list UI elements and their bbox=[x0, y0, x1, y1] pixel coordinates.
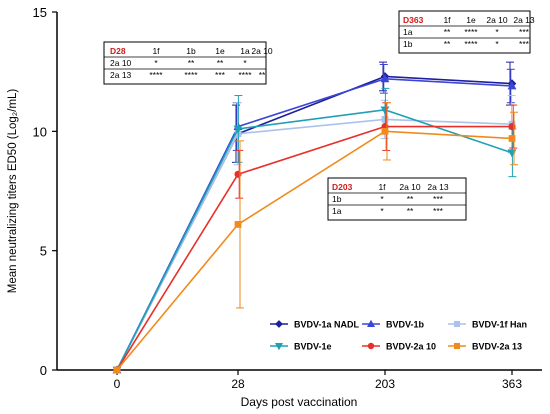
legend-swatch-marker bbox=[453, 320, 461, 328]
series-line bbox=[116, 130, 513, 371]
y-tick-label: 0 bbox=[40, 363, 47, 378]
legend-box bbox=[262, 306, 546, 360]
table-row-label: 1b bbox=[332, 194, 342, 204]
table-row-label: 1a bbox=[332, 206, 342, 216]
table-cell: **** bbox=[149, 70, 163, 80]
table-box bbox=[327, 177, 467, 221]
data-point bbox=[234, 221, 242, 228]
y-tick-label: 5 bbox=[40, 244, 47, 259]
table-header-cell: 1f bbox=[443, 15, 451, 25]
x-axis-group: Days post vaccination bbox=[57, 369, 542, 409]
series-layer bbox=[112, 61, 518, 375]
data-point bbox=[233, 125, 243, 134]
table-cell: ** bbox=[217, 58, 224, 68]
data-point bbox=[507, 81, 517, 90]
table-cell: **** bbox=[464, 39, 478, 49]
table-row-label: 1b bbox=[403, 39, 413, 49]
x-tick-label: 0 bbox=[114, 377, 121, 391]
legend-item: BVDV-2a 13 bbox=[448, 342, 522, 352]
data-point bbox=[113, 366, 121, 374]
y-axis-group: Mean neutralizing titers ED50 (Log₂/mL) bbox=[7, 12, 58, 370]
table-cell: * bbox=[495, 39, 499, 49]
table-id: D363 bbox=[403, 15, 424, 25]
data-point bbox=[380, 74, 390, 83]
legend: BVDV-1a NADL BVDV-1b BVDV-1f Han BVDV-1e BVD… bbox=[262, 306, 546, 360]
legend-item: BVDV-1f Han bbox=[448, 320, 527, 330]
legend-swatch-marker bbox=[274, 342, 284, 351]
legend-label: BVDV-1e bbox=[294, 342, 332, 352]
axis-ticks: 0 5 10 15 0 28 203 363 bbox=[33, 5, 523, 391]
legend-swatch-marker bbox=[453, 342, 461, 350]
table-cell: **** bbox=[238, 70, 252, 80]
table-header-cell: 1b bbox=[186, 46, 196, 56]
table-header-cell: 2a 10 bbox=[399, 182, 421, 192]
table-header-cell: 2a 10 bbox=[486, 15, 508, 25]
table-header-cell: 1a bbox=[240, 46, 250, 56]
table-cell: ** bbox=[407, 206, 414, 216]
table-box bbox=[398, 10, 531, 54]
table-header-cell: 1e bbox=[466, 15, 476, 25]
series-line bbox=[116, 118, 513, 371]
data-point bbox=[508, 135, 516, 142]
table-row-label: 2a 13 bbox=[110, 70, 132, 80]
legend-label: BVDV-1b bbox=[386, 320, 425, 330]
legend-item: BVDV-1e bbox=[270, 342, 332, 352]
legend-item: BVDV-2a 10 bbox=[362, 342, 436, 352]
table-header-cell: 2a 13 bbox=[427, 182, 449, 192]
table-cell: *** bbox=[519, 39, 530, 49]
series-line bbox=[116, 109, 513, 371]
table-cell: **** bbox=[184, 70, 198, 80]
table-cell: *** bbox=[433, 194, 444, 204]
table-cell: * bbox=[243, 58, 247, 68]
table-header-cell: 1e bbox=[215, 46, 225, 56]
y-axis-label: Mean neutralizing titers ED50 (Log₂/mL) bbox=[7, 89, 19, 294]
data-point bbox=[381, 127, 389, 135]
table-header-cell: 1f bbox=[378, 182, 386, 192]
table-cell: ** bbox=[188, 58, 195, 68]
table-box bbox=[103, 41, 267, 85]
table-id: D203 bbox=[332, 182, 353, 192]
y-tick-label: 10 bbox=[33, 124, 47, 139]
legend-label: BVDV-2a 13 bbox=[472, 342, 522, 352]
legend-swatch-marker bbox=[275, 320, 283, 328]
table-cell: * bbox=[380, 206, 384, 216]
table-cell: * bbox=[154, 58, 158, 68]
legend-label: BVDV-1f Han bbox=[472, 320, 527, 330]
table-cell: *** bbox=[215, 70, 226, 80]
x-tick-label: 203 bbox=[375, 377, 395, 391]
table-id: D28 bbox=[110, 46, 126, 56]
legend-item: BVDV-1a NADL bbox=[270, 320, 360, 330]
table-cell: ** bbox=[444, 39, 451, 49]
table-cell: ** bbox=[259, 70, 266, 80]
table-row-label: 2a 10 bbox=[110, 58, 132, 68]
legend-swatch-marker bbox=[366, 319, 376, 328]
table-cell: * bbox=[495, 27, 499, 37]
table-cell: **** bbox=[464, 27, 478, 37]
table-row-label: 1a bbox=[403, 27, 413, 37]
table-cell: ** bbox=[407, 194, 414, 204]
x-axis-label: Days post vaccination bbox=[241, 395, 358, 409]
legend-item: BVDV-1b bbox=[362, 320, 425, 330]
table-cell: *** bbox=[433, 206, 444, 216]
series-line bbox=[116, 125, 512, 371]
series-bvdv-2a-13 bbox=[113, 102, 518, 374]
x-tick-label: 363 bbox=[502, 377, 522, 391]
table-header-cell: 2a 13 bbox=[513, 15, 535, 25]
table-cell: *** bbox=[519, 27, 530, 37]
legend-swatch-marker bbox=[367, 342, 375, 350]
table-cell: * bbox=[380, 194, 384, 204]
legend-label: BVDV-2a 10 bbox=[386, 342, 436, 352]
table-cell: ** bbox=[444, 27, 451, 37]
table-header-cell: 2a 10 bbox=[251, 46, 273, 56]
legend-label: BVDV-1a NADL bbox=[294, 320, 360, 330]
table-header-cell: 1f bbox=[152, 46, 160, 56]
y-tick-label: 15 bbox=[33, 5, 47, 20]
x-tick-label: 28 bbox=[231, 377, 245, 391]
